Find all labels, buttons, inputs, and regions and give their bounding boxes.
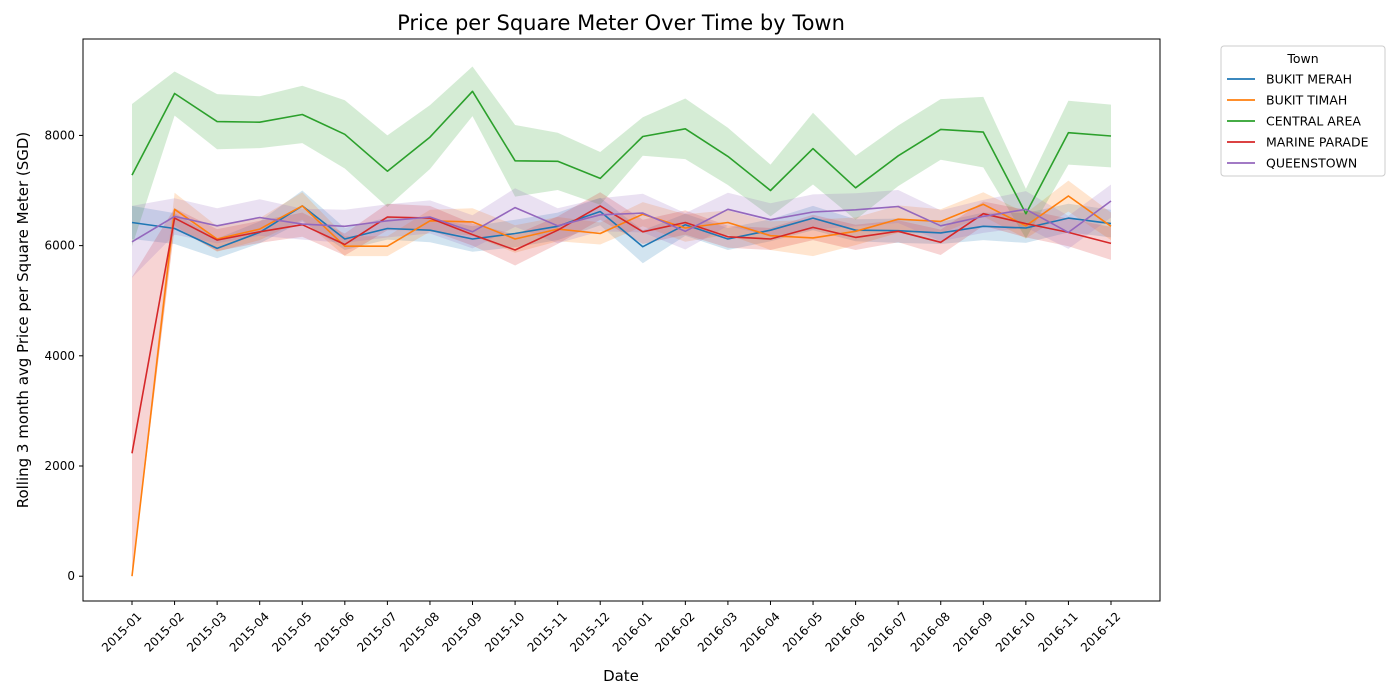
y-axis: 0 2000 4000 6000 8000 bbox=[44, 128, 83, 583]
x-tick-label: 2016-09 bbox=[950, 609, 995, 654]
x-tick-label: 2015-08 bbox=[397, 609, 442, 654]
ci-band-queenstown bbox=[132, 184, 1111, 278]
x-tick-label: 2016-10 bbox=[993, 609, 1038, 654]
x-tick-label: 2015-02 bbox=[142, 609, 187, 654]
x-tick-label: 2015-04 bbox=[227, 609, 272, 654]
x-tick-label: 2016-03 bbox=[695, 609, 740, 654]
x-axis-label: Date bbox=[603, 667, 639, 685]
x-tick-label: 2016-12 bbox=[1078, 609, 1123, 654]
ci-band-marine-parade bbox=[132, 192, 1111, 577]
x-tick-label: 2016-05 bbox=[780, 609, 825, 654]
x-tick-label: 2016-07 bbox=[865, 609, 910, 654]
series-lines bbox=[131, 90, 1112, 577]
chart-title: Price per Square Meter Over Time by Town bbox=[397, 11, 845, 35]
legend-box bbox=[1220, 45, 1386, 177]
x-tick-label: 2016-08 bbox=[908, 609, 953, 654]
y-tick-label: 4000 bbox=[44, 349, 75, 363]
y-tick-label: 6000 bbox=[44, 239, 75, 253]
legend-title: Town bbox=[1286, 51, 1318, 66]
y-tick-label: 0 bbox=[67, 569, 75, 583]
legend-item-bukit-merah: BUKIT MERAH bbox=[1227, 72, 1352, 87]
legend-label: BUKIT MERAH bbox=[1266, 72, 1352, 87]
x-tick-label: 2016-11 bbox=[1035, 609, 1080, 654]
legend-items: BUKIT MERAH BUKIT TIMAH CENTRAL AREA MARINE… bbox=[1227, 72, 1369, 171]
x-tick-label: 2016-04 bbox=[737, 609, 782, 654]
x-tick-label: 2015-10 bbox=[482, 609, 527, 654]
legend-label: MARINE PARADE bbox=[1266, 135, 1369, 150]
legend-label: QUEENSTOWN bbox=[1266, 156, 1357, 171]
y-axis-label: Rolling 3 month avg Price per Square Met… bbox=[14, 132, 32, 509]
plot-frame bbox=[82, 38, 1161, 602]
legend-label: BUKIT TIMAH bbox=[1266, 93, 1347, 108]
x-tick-label: 2015-05 bbox=[269, 609, 314, 654]
x-tick-label: 2015-12 bbox=[567, 609, 612, 654]
x-tick-label: 2016-02 bbox=[652, 609, 697, 654]
x-tick-label: 2015-06 bbox=[312, 609, 357, 654]
x-tick-label: 2015-11 bbox=[525, 609, 570, 654]
legend-item-bukit-timah: BUKIT TIMAH bbox=[1227, 93, 1347, 108]
x-tick-label: 2015-09 bbox=[440, 609, 485, 654]
x-tick-label: 2015-01 bbox=[99, 609, 144, 654]
legend-item-central-area: CENTRAL AREA bbox=[1227, 114, 1361, 129]
x-tick-label: 2016-01 bbox=[610, 609, 655, 654]
x-tick-label: 2015-03 bbox=[184, 609, 229, 654]
legend-item-marine-parade: MARINE PARADE bbox=[1227, 135, 1369, 150]
legend-item-queenstown: QUEENSTOWN bbox=[1227, 156, 1357, 171]
series-line-marine-parade bbox=[131, 205, 1112, 454]
confidence-bands bbox=[132, 66, 1111, 577]
y-tick-label: 2000 bbox=[44, 459, 75, 473]
x-axis: 2015-012015-022015-032015-042015-052015-… bbox=[99, 601, 1123, 655]
series-line-bukit-timah bbox=[131, 195, 1112, 577]
ci-band-bukit-merah bbox=[132, 190, 1111, 264]
x-tick-label: 2016-06 bbox=[823, 609, 868, 654]
x-tick-label: 2015-07 bbox=[354, 609, 399, 654]
series-line-central-area bbox=[131, 90, 1112, 215]
y-tick-label: 8000 bbox=[44, 128, 75, 142]
series-line-queenstown bbox=[131, 200, 1112, 243]
legend-label: CENTRAL AREA bbox=[1266, 114, 1361, 129]
legend: Town BUKIT MERAH BUKIT TIMAH CENTRAL AREA M… bbox=[1220, 45, 1386, 177]
